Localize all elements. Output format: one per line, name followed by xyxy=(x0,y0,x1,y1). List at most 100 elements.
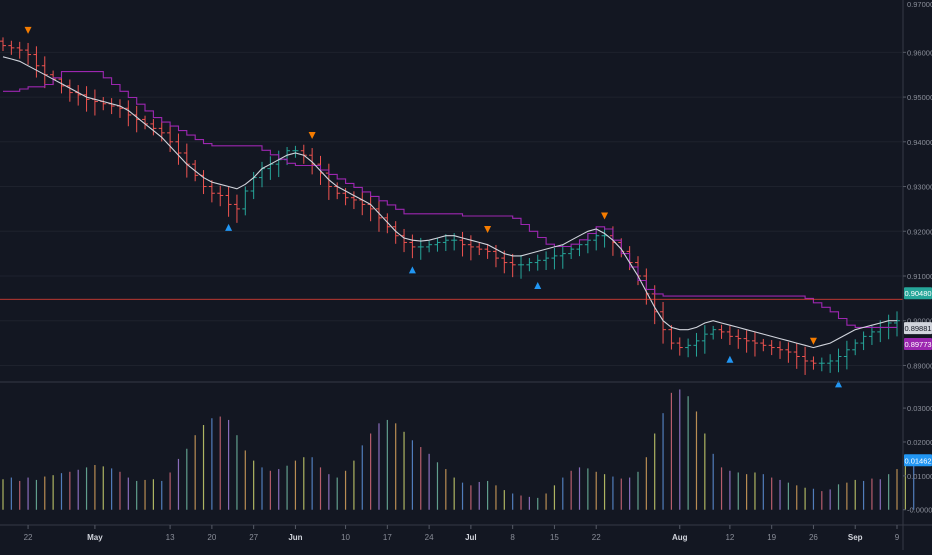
ohlc-bar xyxy=(75,85,82,106)
slow-line-price-label: 0.89773 xyxy=(904,338,932,351)
price-bars xyxy=(0,37,900,375)
x-tick-label: 13 xyxy=(166,533,175,542)
ohlc-bar xyxy=(367,195,374,222)
ohlc-bar xyxy=(150,119,157,136)
ohlc-bar xyxy=(868,325,875,345)
y-tick-label: 0.91000 xyxy=(907,272,932,281)
ohlc-bar xyxy=(208,180,215,203)
x-tick-label: 17 xyxy=(383,533,392,542)
ohlc-bar xyxy=(743,330,750,353)
x-tick-label: 12 xyxy=(725,533,734,542)
ohlc-bar xyxy=(701,325,708,354)
ohlc-bar xyxy=(125,100,132,127)
ohlc-bar xyxy=(116,99,123,118)
ohlc-bar xyxy=(25,42,32,65)
ohlc-bar xyxy=(818,357,825,372)
ohlc-bar xyxy=(835,348,842,373)
ohlc-bar xyxy=(760,338,767,352)
volatility-bars xyxy=(2,389,915,510)
last-price-label: 0.90480 xyxy=(904,287,932,300)
x-tick-label: Jul xyxy=(465,533,477,542)
ohlc-bar xyxy=(392,221,399,244)
x-tick-label: 24 xyxy=(425,533,434,542)
y-tick-label: 0.92000 xyxy=(907,227,932,236)
ohlc-bar xyxy=(777,341,784,359)
ohlc-bar xyxy=(860,331,867,351)
svg-text:0.89773: 0.89773 xyxy=(904,340,931,349)
slow-line xyxy=(3,71,897,328)
y-tick-label: 0.95000 xyxy=(907,93,932,102)
ohlc-bar xyxy=(668,325,675,350)
signal-markers xyxy=(24,26,843,388)
ohlc-bar xyxy=(894,311,900,337)
sell-signal-marker xyxy=(601,212,609,220)
sell-signal-marker xyxy=(809,337,817,345)
x-tick-label: Aug xyxy=(672,533,688,542)
ohlc-bar xyxy=(83,86,90,112)
ohlc-bar xyxy=(33,46,40,78)
buy-signal-marker xyxy=(534,281,542,289)
ohlc-bar xyxy=(225,186,232,217)
ohlc-bar xyxy=(568,245,575,259)
svg-text:0.01462: 0.01462 xyxy=(904,456,931,465)
ohlc-bar xyxy=(501,250,508,274)
ohlc-bar xyxy=(793,343,800,369)
x-tick-label: 10 xyxy=(341,533,350,542)
ohlc-bar xyxy=(292,145,299,158)
ohlc-bar xyxy=(802,346,809,375)
ohlc-bar xyxy=(827,354,834,373)
y-tick-label: 0.93000 xyxy=(907,183,932,192)
y-tick-label: 0.94000 xyxy=(907,138,932,147)
ohlc-bar xyxy=(384,213,391,234)
ohlc-bar xyxy=(217,185,224,207)
ohlc-bar xyxy=(175,133,182,165)
buy-signal-marker xyxy=(835,380,843,388)
volatility-value-label: 0.01462 xyxy=(904,454,932,467)
ohlc-bar xyxy=(401,228,408,253)
ohlc-bar xyxy=(375,199,382,232)
x-tick-label: 26 xyxy=(809,533,818,542)
sell-signal-marker xyxy=(484,225,492,233)
ohlc-bar xyxy=(409,234,416,259)
ohlc-bar xyxy=(259,161,266,188)
x-axis-ticks: 22 May 13 20 27 Jun 10 17 24 Jul 8 15 22 Aug 12 19 26 Sep… xyxy=(24,525,900,542)
ohlc-bar xyxy=(685,338,692,358)
ohlc-bar xyxy=(601,227,608,248)
ohlc-bar xyxy=(100,97,107,111)
ohlc-bar xyxy=(718,324,725,339)
fast-line-price-label: 0.89881 xyxy=(904,322,932,335)
ohlc-bar xyxy=(852,339,859,356)
svg-text:0.90480: 0.90480 xyxy=(904,289,931,298)
ohlc-bar xyxy=(233,194,240,223)
buy-signal-marker xyxy=(726,355,734,363)
ohlc-bar xyxy=(167,125,174,152)
ohlc-bar xyxy=(726,325,733,345)
fast-line xyxy=(2,56,897,349)
x-tick-label: 27 xyxy=(249,533,258,542)
ohlc-bar xyxy=(442,234,449,252)
ohlc-bar xyxy=(559,244,566,269)
sell-signal-marker xyxy=(24,26,32,34)
y-tick-label: 0.96000 xyxy=(907,48,932,57)
x-tick-label: 22 xyxy=(592,533,601,542)
buy-signal-marker xyxy=(225,223,233,231)
ohlc-bar xyxy=(16,41,23,59)
ohlc-bar xyxy=(543,251,550,270)
ohlc-bar xyxy=(551,247,558,270)
ohlc-bar xyxy=(735,329,742,349)
ohlc-bar xyxy=(309,148,316,175)
ohlc-bar xyxy=(200,170,207,195)
ohlc-bar xyxy=(810,356,817,370)
y-axis-ticks: 0.97000 0.96000 0.95000 0.94000 0.93000 0.920… xyxy=(903,0,932,515)
y-tick-label: 0.01000 xyxy=(907,472,932,481)
ohlc-bar xyxy=(518,255,525,279)
ohlc-bar xyxy=(526,258,533,272)
svg-text:0.89881: 0.89881 xyxy=(904,324,931,333)
x-tick-label: Jun xyxy=(288,533,302,542)
ohlc-bar xyxy=(768,340,775,356)
x-tick-label: May xyxy=(87,533,103,542)
ohlc-bar xyxy=(534,254,541,271)
ohlc-bar xyxy=(484,243,491,259)
